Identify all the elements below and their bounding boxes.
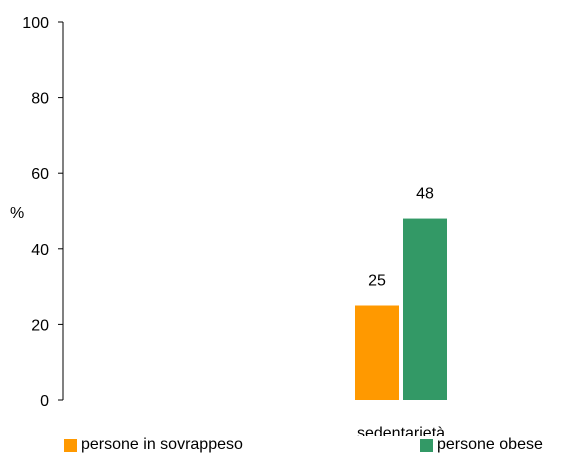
category-labels: sedentarietà [357,425,445,436]
legend-swatch-sovrappeso [64,438,77,452]
y-tick-label: 40 [31,242,49,259]
y-tick-label: 20 [31,317,49,334]
data-label: 25 [368,273,386,290]
legend-item-obese: persone obese [420,436,543,454]
legend: persone in sovrappeso persone obese [0,436,583,456]
bar-chart: 0 20 40 60 80 100 % 25 48 sedentarietà [10,15,447,436]
bars: 25 48 [355,186,447,400]
y-tick-label: 100 [22,15,49,32]
y-axis: 0 20 40 60 80 100 [22,15,64,410]
bar-sovrappeso [355,305,399,400]
category-label: sedentarietà [357,425,445,436]
legend-swatch-obese [420,438,433,452]
y-tick-label: 0 [40,393,49,410]
legend-label-sovrappeso: persone in sovrappeso [81,436,243,453]
legend-label-obese: persone obese [437,436,543,453]
legend-item-sovrappeso: persone in sovrappeso [64,436,243,454]
y-tick-label: 80 [31,91,49,108]
y-axis-label: % [10,205,24,222]
y-tick-label: 60 [31,166,49,183]
bar-obese [403,218,447,400]
data-label: 48 [416,186,434,203]
